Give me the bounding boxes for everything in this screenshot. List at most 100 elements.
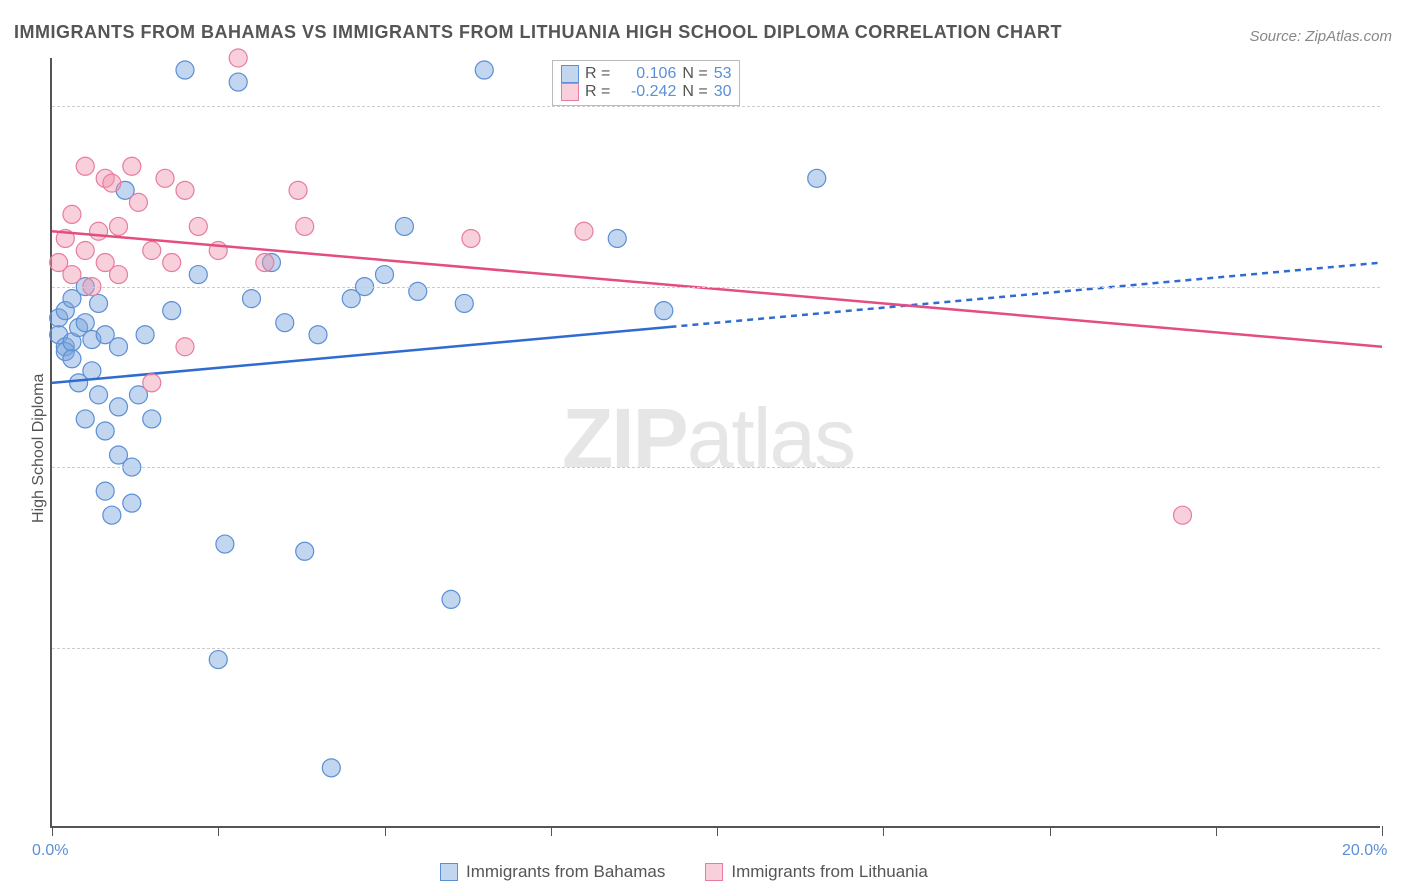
x-tick-mark	[1050, 826, 1051, 836]
x-tick-mark	[218, 826, 219, 836]
data-point-bahamas	[296, 542, 314, 560]
r-value: -0.242	[616, 83, 676, 101]
data-point-lithuania	[289, 181, 307, 199]
data-point-bahamas	[376, 266, 394, 284]
data-point-bahamas	[163, 302, 181, 320]
x-tick-mark	[52, 826, 53, 836]
gridline	[52, 648, 1380, 649]
legend-correlation-row: R = 0.106 N = 53	[561, 65, 731, 83]
gridline	[52, 287, 1380, 288]
data-point-lithuania	[296, 217, 314, 235]
data-point-lithuania	[156, 169, 174, 187]
data-point-bahamas	[96, 482, 114, 500]
data-point-bahamas	[475, 61, 493, 79]
data-point-bahamas	[229, 73, 247, 91]
y-tick-label: 77.5%	[1390, 638, 1406, 656]
data-point-lithuania	[123, 157, 141, 175]
data-point-bahamas	[243, 290, 261, 308]
legend-correlation: R = 0.106 N = 53 R = -0.242 N = 30	[552, 60, 740, 106]
trend-line-lithuania	[52, 231, 1382, 347]
x-tick-mark	[1216, 826, 1217, 836]
data-point-bahamas	[309, 326, 327, 344]
legend-series: Immigrants from Bahamas Immigrants from L…	[440, 862, 928, 882]
data-point-lithuania	[229, 49, 247, 67]
data-point-bahamas	[209, 651, 227, 669]
legend-swatch	[561, 83, 579, 101]
x-tick-mark	[385, 826, 386, 836]
x-tick-mark	[1382, 826, 1383, 836]
data-point-lithuania	[176, 338, 194, 356]
r-label: R =	[585, 83, 610, 101]
data-point-bahamas	[136, 326, 154, 344]
r-value: 0.106	[616, 65, 676, 83]
data-point-bahamas	[276, 314, 294, 332]
data-point-bahamas	[395, 217, 413, 235]
source-attribution: Source: ZipAtlas.com	[1249, 28, 1392, 45]
data-point-bahamas	[176, 61, 194, 79]
y-tick-label: 85.0%	[1390, 457, 1406, 475]
data-point-lithuania	[143, 242, 161, 260]
r-label: R =	[585, 65, 610, 83]
y-tick-label: 100.0%	[1390, 96, 1406, 114]
x-tick-label-right: 20.0%	[1342, 842, 1387, 860]
data-point-lithuania	[103, 174, 121, 192]
data-point-lithuania	[110, 217, 128, 235]
legend-series-item: Immigrants from Lithuania	[705, 862, 928, 882]
x-tick-mark	[883, 826, 884, 836]
y-tick-label: 92.5%	[1390, 277, 1406, 295]
legend-series-label: Immigrants from Bahamas	[466, 862, 665, 882]
data-point-lithuania	[1174, 506, 1192, 524]
x-tick-mark	[551, 826, 552, 836]
plot-svg	[52, 58, 1382, 828]
data-point-bahamas	[63, 350, 81, 368]
data-point-lithuania	[256, 254, 274, 272]
legend-swatch	[705, 863, 723, 881]
legend-swatch	[561, 65, 579, 83]
data-point-bahamas	[442, 590, 460, 608]
data-point-bahamas	[455, 294, 473, 312]
data-point-lithuania	[575, 222, 593, 240]
n-label: N =	[682, 83, 707, 101]
correlation-chart: IMMIGRANTS FROM BAHAMAS VS IMMIGRANTS FR…	[0, 0, 1406, 892]
data-point-bahamas	[90, 294, 108, 312]
data-point-bahamas	[808, 169, 826, 187]
data-point-bahamas	[110, 338, 128, 356]
n-value: 30	[714, 83, 732, 101]
data-point-lithuania	[76, 242, 94, 260]
data-point-bahamas	[76, 410, 94, 428]
legend-swatch	[440, 863, 458, 881]
data-point-bahamas	[143, 410, 161, 428]
data-point-lithuania	[110, 266, 128, 284]
data-point-lithuania	[63, 205, 81, 223]
data-point-bahamas	[103, 506, 121, 524]
x-tick-mark	[717, 826, 718, 836]
data-point-lithuania	[176, 181, 194, 199]
x-tick-label-left: 0.0%	[32, 842, 68, 860]
data-point-bahamas	[123, 494, 141, 512]
legend-series-item: Immigrants from Bahamas	[440, 862, 665, 882]
data-point-bahamas	[76, 314, 94, 332]
legend-correlation-row: R = -0.242 N = 30	[561, 83, 731, 101]
data-point-bahamas	[216, 535, 234, 553]
chart-title: IMMIGRANTS FROM BAHAMAS VS IMMIGRANTS FR…	[14, 22, 1062, 43]
data-point-bahamas	[83, 362, 101, 380]
data-point-lithuania	[76, 157, 94, 175]
data-point-lithuania	[129, 193, 147, 211]
n-label: N =	[682, 65, 707, 83]
data-point-lithuania	[189, 217, 207, 235]
data-point-bahamas	[608, 229, 626, 247]
data-point-lithuania	[90, 222, 108, 240]
data-point-bahamas	[189, 266, 207, 284]
data-point-bahamas	[90, 386, 108, 404]
gridline	[52, 467, 1380, 468]
data-point-bahamas	[322, 759, 340, 777]
legend-series-label: Immigrants from Lithuania	[731, 862, 928, 882]
data-point-lithuania	[143, 374, 161, 392]
data-point-bahamas	[110, 398, 128, 416]
data-point-lithuania	[63, 266, 81, 284]
data-point-bahamas	[409, 282, 427, 300]
y-axis-title: High School Diploma	[30, 374, 48, 523]
plot-area: ZIPatlas R = 0.106 N = 53 R = -0.242 N =…	[50, 58, 1380, 828]
data-point-lithuania	[462, 229, 480, 247]
data-point-bahamas	[655, 302, 673, 320]
